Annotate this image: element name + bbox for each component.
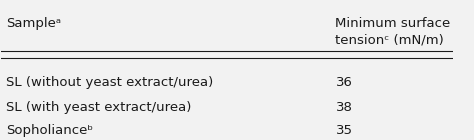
Text: 38: 38 (336, 101, 352, 114)
Text: 35: 35 (336, 124, 353, 137)
Text: Sampleᵃ: Sampleᵃ (6, 17, 61, 30)
Text: SL (without yeast extract/urea): SL (without yeast extract/urea) (6, 76, 213, 89)
Text: SL (with yeast extract/urea): SL (with yeast extract/urea) (6, 101, 191, 114)
Text: Minimum surface
tensionᶜ (mN/m): Minimum surface tensionᶜ (mN/m) (336, 17, 451, 46)
Text: Sopholianceᵇ: Sopholianceᵇ (6, 124, 93, 137)
Text: 36: 36 (336, 76, 352, 89)
